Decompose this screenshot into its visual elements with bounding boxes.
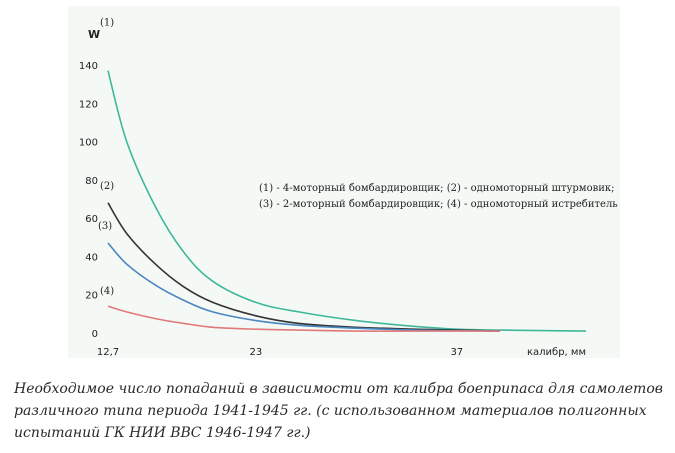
- legend-line-2: (3) - 2-моторный бомбардировщик; (4) - о…: [259, 199, 618, 210]
- x-tick-label: 37: [450, 347, 463, 358]
- series-line-4: [107, 305, 500, 332]
- y-tick-label: 40: [85, 252, 98, 263]
- series-label-1: (1): [100, 18, 114, 29]
- y-tick-label: 80: [85, 176, 98, 187]
- chart-background: [68, 6, 620, 358]
- x-tick-label: 12,7: [97, 347, 119, 358]
- x-axis-label: калибр, мм: [527, 347, 586, 358]
- x-tick-label: 23: [249, 347, 262, 358]
- chart: W 0 20 40 60 80 100 120 140 12,7 23 37 калибр, мм (1)…: [79, 18, 618, 358]
- series-line-2: [107, 202, 500, 332]
- y-tick-label: 140: [79, 61, 98, 72]
- figure-caption: Необходимое число попаданий в зависимост…: [14, 381, 663, 441]
- legend-line-1: (1) - 4-моторный бомбардировщик; (2) - о…: [259, 183, 615, 194]
- y-tick-label: 20: [85, 291, 98, 302]
- y-tick-label: 120: [79, 99, 98, 110]
- y-axis-label: W: [88, 28, 100, 41]
- series-label-2: (2): [100, 181, 114, 192]
- series-line-3: [107, 242, 500, 332]
- y-tick-label: 60: [85, 214, 98, 225]
- series-label-4: (4): [100, 286, 114, 297]
- series-label-3: (3): [98, 221, 112, 232]
- y-tick-label: 0: [92, 329, 98, 340]
- y-tick-label: 100: [79, 138, 98, 149]
